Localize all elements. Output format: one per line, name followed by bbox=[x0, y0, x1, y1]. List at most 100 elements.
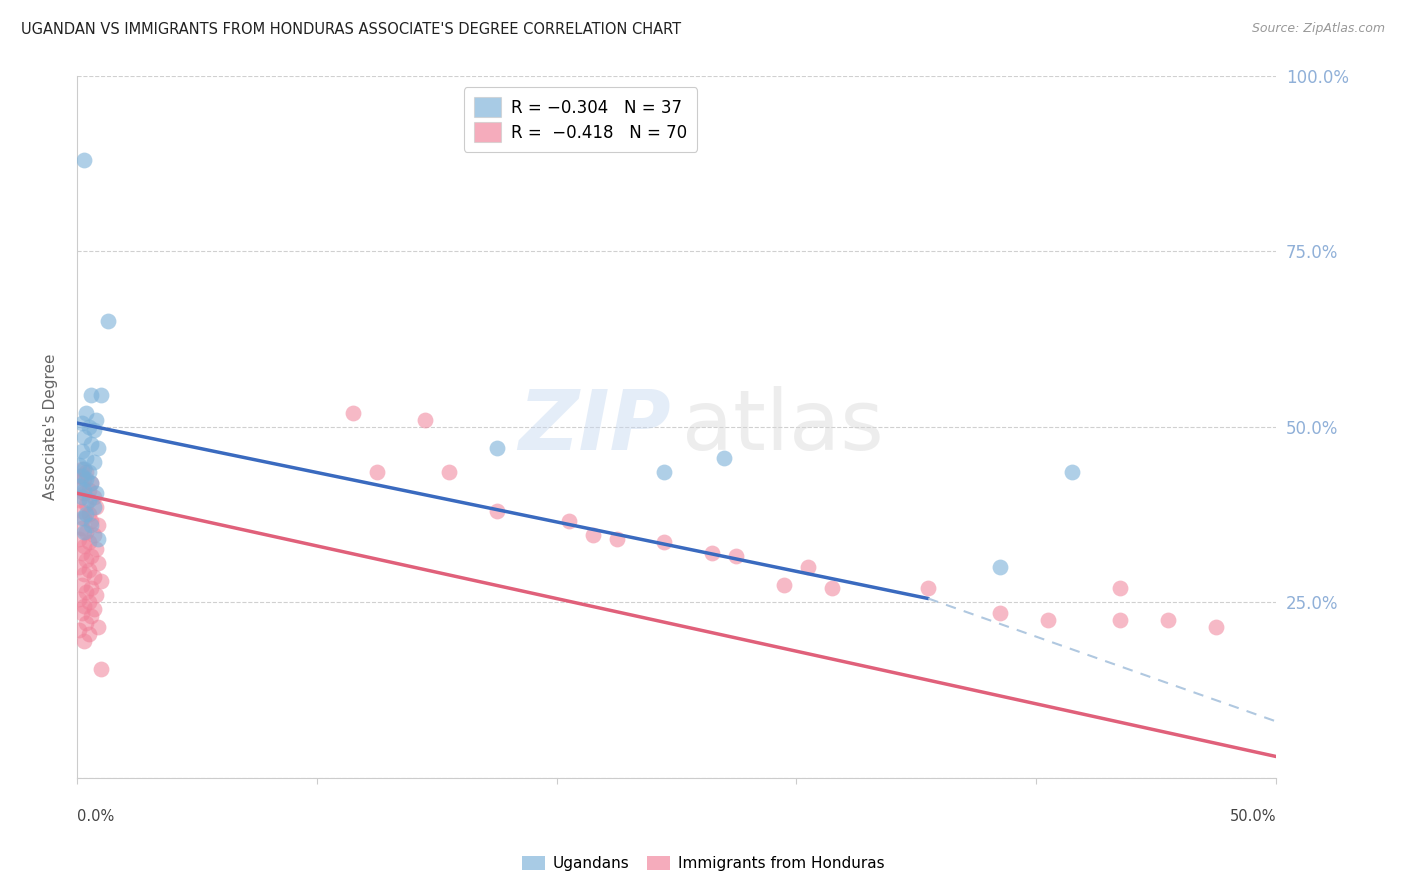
Point bbox=[84, 542, 107, 557]
Point bbox=[84, 412, 107, 426]
Point bbox=[80, 581, 103, 595]
Point bbox=[83, 423, 105, 437]
Point bbox=[80, 437, 103, 451]
Point bbox=[83, 570, 105, 584]
Point bbox=[73, 153, 96, 167]
Point bbox=[80, 517, 103, 532]
Point bbox=[77, 465, 100, 479]
Point bbox=[70, 461, 93, 475]
Point bbox=[80, 609, 103, 624]
Point bbox=[73, 511, 96, 525]
Point bbox=[1109, 613, 1132, 627]
Point bbox=[87, 441, 110, 455]
Point bbox=[77, 483, 100, 497]
Point bbox=[73, 430, 96, 444]
Point bbox=[83, 490, 105, 504]
Point bbox=[605, 532, 627, 546]
Point bbox=[67, 493, 90, 508]
Point bbox=[70, 521, 93, 535]
Point bbox=[70, 444, 93, 458]
Point bbox=[77, 564, 100, 578]
Point bbox=[67, 458, 90, 472]
Point bbox=[75, 508, 97, 522]
Point bbox=[654, 535, 676, 549]
Point bbox=[797, 560, 820, 574]
Point bbox=[75, 451, 97, 466]
Point bbox=[84, 588, 107, 602]
Point bbox=[87, 532, 110, 546]
Point bbox=[70, 546, 93, 560]
Point bbox=[90, 574, 112, 588]
Point bbox=[67, 532, 90, 546]
Point bbox=[77, 419, 100, 434]
Point bbox=[87, 517, 110, 532]
Point bbox=[83, 500, 105, 515]
Point bbox=[485, 441, 508, 455]
Point bbox=[77, 535, 100, 549]
Point bbox=[581, 528, 603, 542]
Legend: R = −0.304   N = 37, R =  −0.418   N = 70: R = −0.304 N = 37, R = −0.418 N = 70 bbox=[464, 87, 697, 152]
Point bbox=[73, 566, 96, 581]
Text: UGANDAN VS IMMIGRANTS FROM HONDURAS ASSOCIATE'S DEGREE CORRELATION CHART: UGANDAN VS IMMIGRANTS FROM HONDURAS ASSO… bbox=[21, 22, 682, 37]
Point bbox=[70, 504, 93, 518]
Point bbox=[73, 472, 96, 486]
Point bbox=[75, 524, 97, 539]
Point bbox=[70, 468, 93, 483]
Point bbox=[80, 388, 103, 402]
Point bbox=[73, 599, 96, 613]
Point bbox=[1109, 581, 1132, 595]
Point bbox=[73, 486, 96, 500]
Point bbox=[67, 623, 90, 637]
Point bbox=[70, 511, 93, 525]
Point bbox=[988, 560, 1011, 574]
Point bbox=[80, 514, 103, 528]
Point bbox=[713, 451, 735, 466]
Point bbox=[80, 475, 103, 490]
Point bbox=[83, 528, 105, 542]
Point bbox=[75, 616, 97, 631]
Point bbox=[67, 560, 90, 574]
Point bbox=[70, 490, 93, 504]
Point bbox=[773, 577, 796, 591]
Point bbox=[75, 472, 97, 486]
Point bbox=[413, 412, 436, 426]
Legend: Ugandans, Immigrants from Honduras: Ugandans, Immigrants from Honduras bbox=[516, 849, 890, 877]
Point bbox=[75, 584, 97, 599]
Point bbox=[73, 539, 96, 553]
Point bbox=[77, 508, 100, 522]
Point bbox=[67, 591, 90, 606]
Text: ZIP: ZIP bbox=[517, 386, 671, 467]
Point bbox=[77, 595, 100, 609]
Point bbox=[342, 405, 364, 419]
Point bbox=[70, 416, 93, 430]
Point bbox=[73, 483, 96, 497]
Text: 50.0%: 50.0% bbox=[1230, 809, 1277, 824]
Point bbox=[988, 606, 1011, 620]
Point bbox=[77, 493, 100, 508]
Point bbox=[97, 314, 120, 328]
Point bbox=[87, 557, 110, 571]
Point bbox=[75, 497, 97, 511]
Point bbox=[70, 606, 93, 620]
Point bbox=[87, 620, 110, 634]
Point bbox=[84, 486, 107, 500]
Point bbox=[557, 514, 579, 528]
Point bbox=[84, 500, 107, 515]
Text: Source: ZipAtlas.com: Source: ZipAtlas.com bbox=[1251, 22, 1385, 36]
Point bbox=[1157, 613, 1180, 627]
Point bbox=[75, 465, 97, 479]
Point bbox=[67, 479, 90, 493]
Point bbox=[90, 388, 112, 402]
Y-axis label: Associate's Degree: Associate's Degree bbox=[44, 353, 58, 500]
Point bbox=[77, 626, 100, 640]
Text: atlas: atlas bbox=[682, 386, 884, 467]
Point bbox=[654, 465, 676, 479]
Point bbox=[83, 602, 105, 616]
Point bbox=[917, 581, 939, 595]
Point bbox=[73, 524, 96, 539]
Point bbox=[1205, 620, 1227, 634]
Point bbox=[75, 405, 97, 419]
Point bbox=[437, 465, 460, 479]
Point bbox=[725, 549, 748, 564]
Point bbox=[485, 504, 508, 518]
